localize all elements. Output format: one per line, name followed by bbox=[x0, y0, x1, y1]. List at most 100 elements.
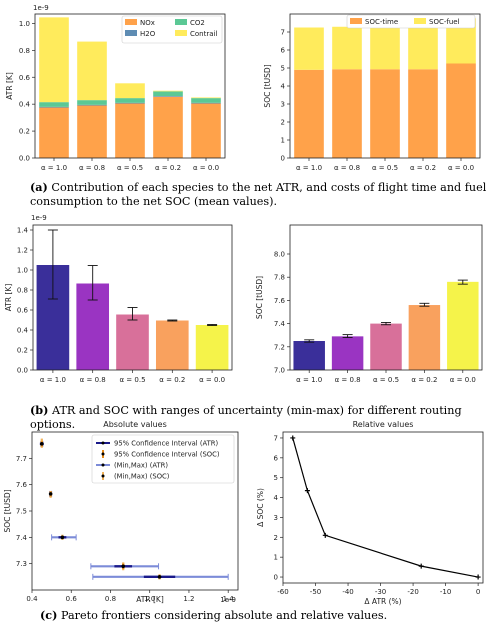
b-left-ytick-label: 0.8 bbox=[17, 287, 28, 295]
b-right-ytick-label: 7.8 bbox=[274, 274, 285, 282]
caption-a-label: (a) bbox=[30, 180, 48, 194]
c-right-xtick-label: -10 bbox=[440, 588, 451, 596]
c-right-point bbox=[322, 532, 328, 538]
b-left-ytick-label: 1.0 bbox=[17, 267, 28, 275]
b-left-xtick-label: α = 0.8 bbox=[80, 376, 106, 384]
a-left-exponent: 1e-9 bbox=[33, 4, 49, 12]
c-left-legend-label: (Min,Max) (ATR) bbox=[114, 462, 168, 470]
c-left-xtick-label: 1.2 bbox=[183, 595, 194, 603]
c-left-exponent: 1e-9 bbox=[220, 596, 236, 604]
a-right-legend bbox=[346, 14, 476, 29]
b-right-bar bbox=[293, 341, 325, 370]
a-left-xtick-label: α = 0.2 bbox=[155, 164, 181, 172]
c-right-point bbox=[475, 574, 481, 580]
a-left-legend-label: NOx bbox=[140, 19, 155, 27]
b-right-xtick-label: α = 1.0 bbox=[296, 376, 322, 384]
a-left-legend-label: H2O bbox=[140, 30, 156, 38]
c-left-point bbox=[48, 492, 53, 496]
c-left-point bbox=[121, 564, 126, 569]
a-left-legend-swatch bbox=[175, 30, 187, 36]
a-left-bar-co2 bbox=[115, 98, 145, 103]
a-right-ytick-label: 2 bbox=[281, 119, 285, 127]
a-right-xtick-label: α = 0.8 bbox=[334, 164, 360, 172]
a-right-xtick-label: α = 1.0 bbox=[296, 164, 322, 172]
b-right-ytick-label: 7.2 bbox=[274, 343, 285, 351]
a-right-ytick-label: 1 bbox=[281, 137, 285, 145]
c-left-ytick-label: 7.7 bbox=[16, 455, 27, 463]
a-left-xtick-label: α = 1.0 bbox=[41, 164, 67, 172]
a-left-ytick-label: 0.0 bbox=[19, 155, 30, 163]
b-left-bar bbox=[195, 325, 229, 370]
b-right-bar bbox=[447, 281, 479, 370]
caption-b-label: (b) bbox=[30, 403, 49, 417]
c-left-legend bbox=[91, 434, 235, 484]
b-left-ytick-label: 0.2 bbox=[17, 347, 28, 355]
a-left-ytick-label: 0.2 bbox=[19, 128, 30, 136]
c-left-xlabel: ATR [K] bbox=[136, 595, 164, 604]
a-left-legend-label: CO2 bbox=[190, 19, 205, 27]
a-right-bar-soc-fuel bbox=[332, 26, 362, 70]
c-left-ytick-label: 7.5 bbox=[16, 508, 27, 516]
a-left-bar-co2 bbox=[77, 100, 107, 105]
caption-c-label: (c) bbox=[40, 608, 58, 622]
c-right-point bbox=[290, 435, 296, 441]
c-right-ytick-label: 6 bbox=[274, 454, 279, 462]
c-right-xtick-label: -60 bbox=[277, 588, 288, 596]
a-left-bar-contrail bbox=[115, 83, 145, 99]
c-left-point bbox=[40, 442, 44, 446]
c-left-ylabel: SOC [tUSD] bbox=[3, 489, 12, 532]
a-right-legend-label: SOC-fuel bbox=[429, 18, 460, 26]
a-right-bar-soc-fuel bbox=[294, 27, 324, 70]
a-right-bar-soc-fuel bbox=[370, 24, 400, 70]
a-right-legend-swatch bbox=[350, 18, 362, 24]
a-left-legend-label: Contrail bbox=[190, 30, 217, 38]
b-right-ytick-label: 8.0 bbox=[274, 251, 285, 259]
a-right-xtick-label: α = 0.2 bbox=[410, 164, 436, 172]
b-right-ytick-label: 7.4 bbox=[274, 320, 286, 328]
c-left-ytick-label: 7.6 bbox=[16, 481, 28, 489]
c-right-ytick-label: 3 bbox=[274, 514, 278, 522]
caption-b-text: ATR and SOC with ranges of uncertainty (… bbox=[30, 404, 462, 431]
a-right-bar-soc-time bbox=[408, 69, 438, 158]
b-right-bar bbox=[408, 305, 441, 370]
b-right-xtick-label: α = 0.0 bbox=[450, 376, 476, 384]
c-left-xtick-label: 1.0 bbox=[144, 595, 155, 603]
a-left-bar-nox bbox=[115, 103, 145, 158]
b-left-xtick-label: α = 0.0 bbox=[199, 376, 225, 384]
b-right-ytick-label: 7.6 bbox=[274, 297, 286, 305]
c-left-legend-label: (Min,Max) (SOC) bbox=[114, 473, 170, 481]
caption-c: (c) Pareto frontiers considering absolut… bbox=[40, 608, 500, 623]
c-left-legend-marker bbox=[101, 474, 105, 478]
c-left-xtick-label: 1.4 bbox=[223, 595, 235, 603]
c-right-axes bbox=[282, 431, 484, 584]
b-left-ytick-label: 1.4 bbox=[17, 227, 29, 235]
c-left-ytick-label: 7.3 bbox=[16, 560, 27, 568]
a-left-bar-contrail bbox=[77, 41, 107, 101]
caption-a-text: Contribution of each species to the net … bbox=[30, 181, 487, 208]
a-left-legend-swatch bbox=[175, 19, 187, 25]
a-left-bar-h2o bbox=[115, 102, 145, 104]
c-right-ytick-label: 5 bbox=[274, 474, 278, 482]
a-right-bar-soc-time bbox=[370, 69, 400, 158]
a-left-xtick-label: α = 0.0 bbox=[193, 164, 219, 172]
c-left-legend-label: 95% Confidence Interval (SOC) bbox=[114, 451, 220, 459]
c-right-xtick-label: -50 bbox=[310, 588, 321, 596]
b-right-ylabel: SOC [tUSD] bbox=[255, 276, 264, 319]
a-left-bar-contrail bbox=[153, 90, 183, 92]
b-right-xtick-label: α = 0.5 bbox=[373, 376, 399, 384]
a-left-legend-swatch bbox=[125, 19, 137, 25]
a-left-bar-h2o bbox=[191, 102, 221, 104]
c-right-point bbox=[304, 488, 310, 494]
c-right-xtick-label: -20 bbox=[407, 588, 418, 596]
a-left-bar-h2o bbox=[39, 106, 69, 108]
c-right-xtick-label: -30 bbox=[375, 588, 386, 596]
c-right-xtick-label: -40 bbox=[342, 588, 353, 596]
b-left-xtick-label: α = 1.0 bbox=[40, 376, 66, 384]
c-left-xtick-label: 0.4 bbox=[26, 595, 38, 603]
a-right-bar-soc-time bbox=[294, 69, 324, 158]
c-right-xlabel: Δ ATR (%) bbox=[364, 597, 401, 606]
c-left-point bbox=[157, 575, 162, 579]
a-right-bar-soc-time bbox=[332, 69, 362, 158]
c-left-legend-marker bbox=[101, 441, 105, 445]
a-left-bar-nox bbox=[39, 107, 69, 158]
